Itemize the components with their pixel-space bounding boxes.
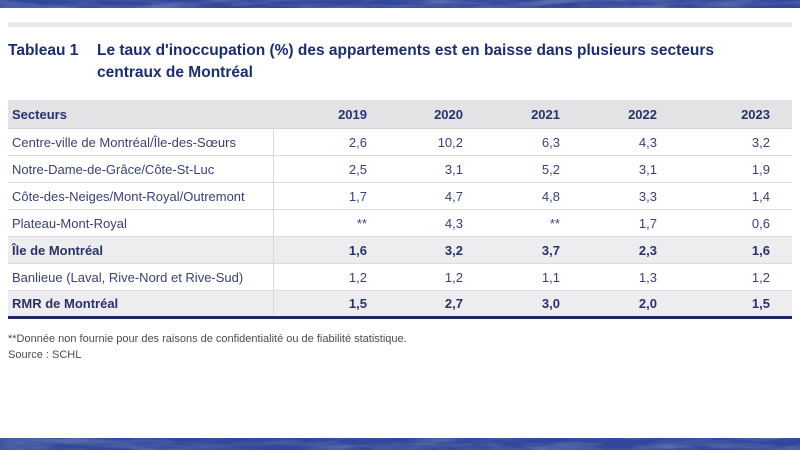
table-title: Tableau 1 Le taux d'inoccupation (%) des…	[8, 40, 792, 84]
value-cell: 1,7	[348, 188, 367, 204]
value-cell: 4,3	[444, 215, 463, 231]
sector-name: Côte-des-Neiges/Mont-Royal/Outremont	[8, 182, 274, 210]
table-body: Centre-ville de Montréal/Île-des-Sœurs 2…	[8, 128, 792, 318]
value-cell: 1,6	[348, 242, 367, 258]
top-decorative-band	[0, 0, 800, 8]
table-title-text: Le taux d'inoccupation (%) des apparteme…	[97, 42, 714, 81]
value-cell: 3,1	[444, 161, 463, 177]
footnote: **Donnée non fournie pour des raisons de…	[8, 333, 407, 345]
table-row: Côte-des-Neiges/Mont-Royal/Outremont 1,7…	[8, 182, 792, 210]
column-header-2021: 2021	[531, 106, 560, 122]
value-cell: 5,2	[541, 161, 560, 177]
value-cell: 0,6	[751, 215, 770, 231]
value-cell: 2,6	[348, 134, 367, 150]
vacancy-rate-table: Secteurs 2019 2020 2021 2022 2023 Centre…	[8, 100, 792, 319]
sector-name: Île de Montréal	[8, 236, 274, 264]
value-cell: 1,9	[751, 161, 770, 177]
bottom-decorative-band	[0, 438, 800, 450]
column-header-2023: 2023	[741, 106, 770, 122]
value-cell: 2,0	[638, 296, 657, 311]
value-cell: 1,4	[751, 188, 770, 204]
column-header-secteurs: Secteurs	[12, 106, 67, 122]
table-number-label: Tableau 1	[8, 42, 79, 59]
value-cell: 1,3	[638, 269, 657, 285]
value-cell: 2,3	[638, 242, 657, 258]
column-header-2022: 2022	[628, 106, 657, 122]
sector-name: Centre-ville de Montréal/Île-des-Sœurs	[8, 128, 274, 156]
value-cell: **	[356, 215, 367, 231]
sector-name: Plateau-Mont-Royal	[8, 209, 274, 237]
value-cell: 2,5	[348, 161, 367, 177]
denim-texture-bottom	[0, 438, 800, 450]
value-cell: 4,8	[541, 188, 560, 204]
value-cell: 3,0	[541, 296, 560, 311]
divider-bar	[8, 22, 792, 27]
table-row: Île de Montréal 1,6 3,2 3,7 2,3 1,6	[8, 236, 792, 264]
value-cell: 3,1	[638, 161, 657, 177]
header-row: Secteurs 2019 2020 2021 2022 2023	[8, 100, 792, 129]
value-cell: 3,3	[638, 188, 657, 204]
value-cell: 1,2	[348, 269, 367, 285]
value-cell: 1,1	[541, 269, 560, 285]
value-cell: 3,2	[751, 134, 770, 150]
value-cell: 6,3	[541, 134, 560, 150]
page-content: Tableau 1 Le taux d'inoccupation (%) des…	[0, 8, 800, 362]
sector-name: RMR de Montréal	[8, 290, 274, 318]
table-row: Centre-ville de Montréal/Île-des-Sœurs 2…	[8, 128, 792, 156]
value-cell: 4,7	[444, 188, 463, 204]
denim-texture-top	[0, 0, 800, 8]
value-cell: 1,2	[751, 269, 770, 285]
value-cell: **	[549, 215, 560, 231]
value-cell: 1,2	[444, 269, 463, 285]
sector-name: Notre-Dame-de-Grâce/Côte-St-Luc	[8, 155, 274, 183]
value-cell: 1,5	[348, 296, 367, 311]
value-cell: 1,5	[751, 296, 770, 311]
source-note: Source : SCHL	[8, 349, 82, 361]
value-cell: 4,3	[638, 134, 657, 150]
table-row: Notre-Dame-de-Grâce/Côte-St-Luc 2,5 3,1 5,…	[8, 155, 792, 183]
value-cell: 1,6	[751, 242, 770, 258]
sector-name: Banlieue (Laval, Rive-Nord et Rive-Sud)	[8, 263, 274, 291]
value-cell: 3,2	[444, 242, 463, 258]
column-header-2020: 2020	[434, 106, 463, 122]
table-header: Secteurs 2019 2020 2021 2022 2023	[8, 100, 792, 129]
table-row: Plateau-Mont-Royal ** 4,3 ** 1,7 0,6	[8, 209, 792, 237]
column-header-2019: 2019	[338, 106, 367, 122]
table-row: Banlieue (Laval, Rive-Nord et Rive-Sud) …	[8, 263, 792, 291]
value-cell: 2,7	[444, 296, 463, 311]
value-cell: 1,7	[638, 215, 657, 231]
value-cell: 10,2	[437, 134, 463, 150]
value-cell: 3,7	[541, 242, 560, 258]
table-row: RMR de Montréal 1,5 2,7 3,0 2,0 1,5	[8, 290, 792, 318]
